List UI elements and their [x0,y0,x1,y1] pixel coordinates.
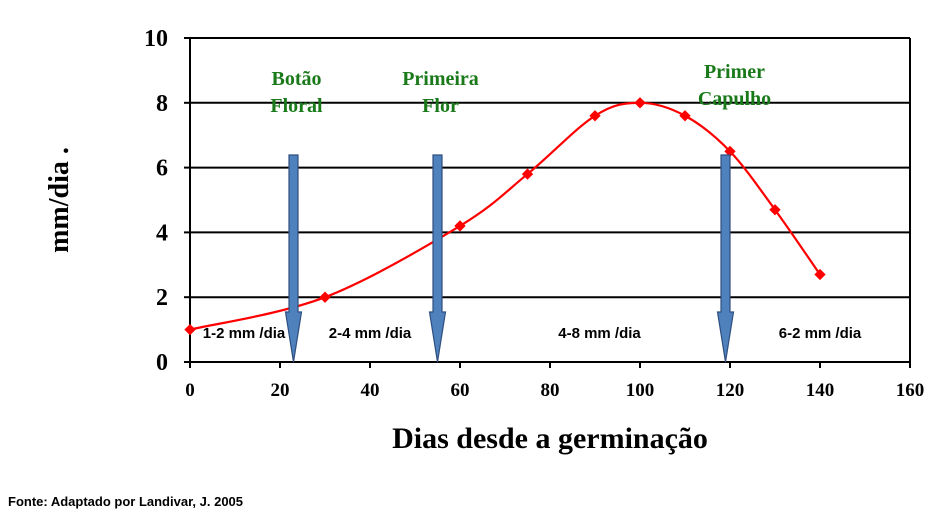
x-tick-label: 20 [271,380,290,401]
x-tick-label: 140 [806,380,835,401]
x-axis-title: Dias desde a germinação [392,422,708,455]
data-point [521,168,534,180]
y-tick-label: 10 [144,26,168,52]
data-point [184,323,196,336]
x-tick-label: 40 [361,380,380,401]
stage-label-line2: Flor [422,95,459,117]
y-tick-label: 0 [156,350,168,376]
rate-label: 4-8 mm /dia [558,325,641,342]
x-axis-ticks: 0 20 40 60 80 100 120 140 160 [185,362,924,401]
x-tick-label: 0 [185,380,195,401]
data-point [454,220,466,232]
stage-label-line1: Botão [272,68,322,90]
stage-arrows [284,154,735,363]
rate-labels: 1-2 mm /dia 2-4 mm /dia 4-8 mm /dia 6-2 mm … [203,325,862,342]
y-axis-title: mm/dia . [44,147,75,253]
x-tick-label: 60 [451,380,470,401]
y-tick-label: 8 [156,91,168,117]
rate-label: 2-4 mm /dia [329,325,412,342]
stage-labels: Botão Floral Primeira Flor Primer Capulho [270,61,771,117]
series [184,97,826,336]
stage-label-line2: Capulho [698,88,771,110]
stage-arrow [716,154,735,363]
rate-label: 6-2 mm /dia [779,325,862,342]
x-tick-label: 80 [541,380,560,401]
y-tick-label: 6 [156,156,168,182]
stage-arrow [428,154,447,363]
rate-label: 1-2 mm /dia [203,325,286,342]
data-point [769,204,781,216]
data-point [679,110,691,122]
y-tick-label: 4 [156,220,168,246]
stage-label-line1: Primeira [402,68,479,90]
y-axis-ticks: 0 2 4 6 8 10 [144,26,190,376]
x-tick-label: 100 [626,380,655,401]
source-note: Fonte: Adaptado por Landivar, J. 2005 [8,494,244,509]
x-tick-label: 160 [896,380,925,401]
x-tick-label: 120 [716,380,745,401]
data-point [814,268,826,281]
stage-label-line2: Floral [270,95,323,117]
stage-label-line1: Primer [704,61,765,83]
data-point [319,291,331,303]
data-point [724,145,736,158]
data-point [634,97,646,109]
y-tick-label: 2 [156,285,168,311]
stage-arrow [284,154,303,363]
